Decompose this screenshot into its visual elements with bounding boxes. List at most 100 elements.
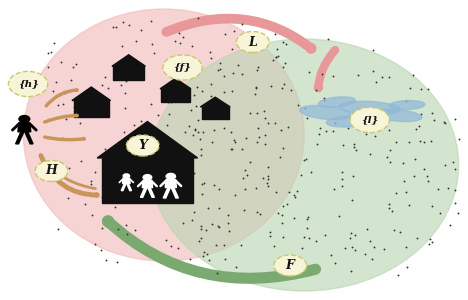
Point	[396, 230, 404, 235]
Point	[198, 192, 205, 197]
Point	[290, 192, 298, 197]
Point	[224, 212, 231, 217]
Point	[279, 65, 286, 70]
Circle shape	[163, 55, 202, 80]
Point	[186, 124, 193, 128]
Point	[413, 235, 421, 240]
Point	[242, 136, 249, 141]
Point	[351, 145, 358, 149]
Point	[341, 246, 348, 250]
Point	[168, 100, 175, 104]
Point	[49, 88, 57, 93]
Point	[451, 167, 459, 171]
Point	[272, 121, 279, 125]
Point	[171, 39, 178, 44]
Point	[246, 111, 254, 116]
Point	[205, 258, 213, 262]
Point	[207, 56, 214, 60]
Point	[392, 191, 400, 196]
Point	[253, 68, 261, 73]
Point	[57, 59, 65, 64]
Point	[215, 186, 223, 191]
Point	[254, 126, 261, 131]
Point	[274, 210, 281, 215]
Point	[132, 142, 140, 147]
Polygon shape	[160, 78, 191, 89]
Point	[261, 116, 269, 120]
Point	[125, 22, 133, 27]
Point	[221, 257, 229, 262]
Text: {l}: {l}	[361, 116, 378, 124]
Point	[114, 226, 122, 231]
Point	[197, 152, 205, 157]
Point	[256, 212, 264, 216]
Point	[201, 180, 208, 185]
Point	[81, 99, 88, 104]
Point	[237, 242, 244, 247]
Point	[238, 21, 246, 26]
Circle shape	[19, 116, 30, 122]
Polygon shape	[165, 180, 176, 188]
Point	[424, 87, 432, 92]
Point	[196, 136, 204, 141]
Point	[277, 128, 285, 132]
Point	[207, 94, 215, 99]
Point	[405, 203, 412, 208]
Point	[229, 70, 236, 75]
Circle shape	[143, 175, 152, 180]
Point	[451, 201, 459, 206]
Point	[370, 48, 377, 53]
Point	[344, 126, 352, 131]
Point	[198, 182, 205, 186]
Point	[351, 232, 358, 237]
Point	[102, 74, 109, 79]
Point	[424, 173, 431, 178]
Point	[454, 210, 461, 215]
Polygon shape	[18, 123, 31, 132]
Point	[154, 113, 161, 118]
Point	[368, 257, 375, 262]
Point	[163, 123, 171, 128]
Point	[165, 112, 173, 116]
Point	[197, 224, 205, 228]
Circle shape	[236, 32, 269, 52]
Point	[200, 250, 207, 254]
Text: H: H	[45, 164, 58, 178]
Point	[280, 82, 287, 86]
Point	[195, 238, 202, 243]
Point	[54, 103, 62, 108]
Point	[109, 24, 117, 29]
Point	[281, 60, 289, 65]
Text: {h}: {h}	[18, 80, 38, 88]
Point	[254, 64, 262, 69]
Point	[119, 44, 126, 49]
Point	[278, 220, 286, 225]
Circle shape	[35, 160, 68, 182]
Point	[117, 82, 124, 87]
Point	[279, 146, 287, 151]
Point	[253, 210, 261, 215]
Point	[366, 152, 373, 156]
Point	[297, 173, 304, 178]
Point	[47, 49, 55, 54]
Point	[224, 221, 231, 226]
Point	[261, 132, 269, 137]
Point	[284, 124, 292, 129]
Point	[411, 157, 419, 162]
Point	[417, 112, 424, 117]
Point	[104, 85, 112, 90]
Circle shape	[350, 107, 389, 133]
Point	[440, 120, 447, 124]
Point	[403, 264, 410, 269]
Ellipse shape	[339, 101, 400, 115]
Point	[208, 222, 215, 227]
Point	[415, 124, 423, 129]
Point	[406, 86, 414, 91]
Polygon shape	[97, 122, 197, 158]
Point	[402, 189, 410, 194]
Point	[400, 161, 407, 166]
Point	[410, 73, 417, 77]
Point	[147, 102, 154, 107]
Point	[302, 106, 309, 111]
Point	[191, 128, 198, 133]
